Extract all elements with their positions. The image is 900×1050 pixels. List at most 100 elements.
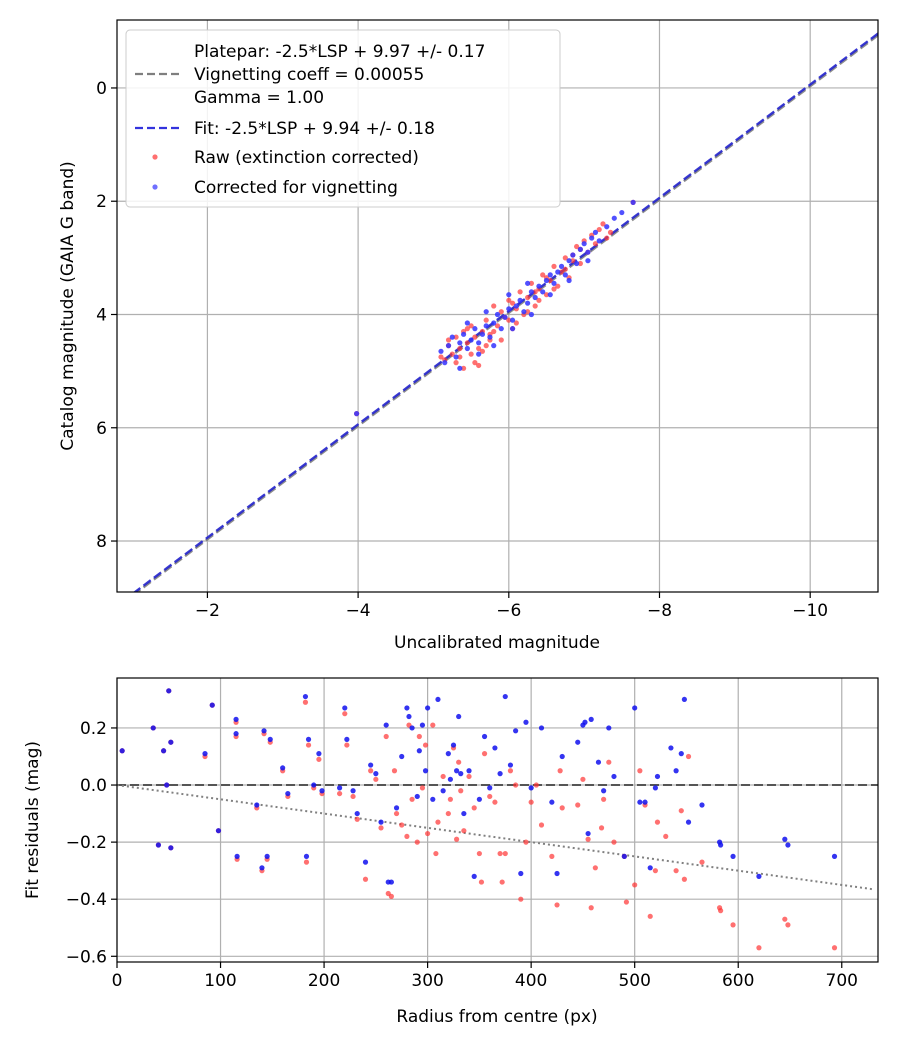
calibration-corrected-point [502,314,508,320]
residuals-corrected-point [233,731,239,737]
residuals-raw-point [316,756,322,762]
calibration-corrected-point [528,289,535,295]
residuals-corrected-point [234,853,240,859]
calibration-corrected-point [457,365,463,371]
calibration-raw-point [506,297,512,303]
residuals-raw-point [481,751,488,757]
residuals-y-tick-label: −0.6 [66,947,107,967]
residuals-raw-point [416,733,422,740]
residuals-corrected-point [419,722,426,728]
residuals-corrected-point [668,745,674,751]
residuals-raw-point [502,850,508,857]
residuals-corrected-point [305,736,312,742]
calibration-corrected-point [491,320,497,326]
calibration-corrected-point [562,272,568,278]
calibration-raw-point [525,294,531,301]
calibration-corrected-point [547,292,553,298]
calibration-raw-point [438,354,444,360]
residuals-vignetting-reference-line [117,784,873,891]
calibration-corrected-point [513,303,519,309]
calibration-raw-point [445,337,452,343]
calibration-raw-point [577,260,583,267]
calibration-corrected-point [464,345,470,352]
residuals-corrected-point [388,879,394,885]
calibration-raw-point [468,323,474,329]
residuals-raw-point [528,799,534,805]
residuals-raw-point [302,699,309,705]
residuals-corrected-point [316,751,322,757]
residuals-corrected-point [166,688,172,694]
calibration-raw-point [555,283,561,289]
calibration-raw-point [498,309,504,315]
residuals-raw-point [447,796,453,802]
residuals-raw-point [461,828,467,834]
residuals-corrected-point [342,705,348,711]
residuals-raw-point [399,822,405,828]
calibration-raw-point [570,258,576,264]
calibration-corrected-point [525,300,531,306]
legend-corrected-marker [152,184,158,190]
residuals-raw-point [507,768,514,774]
residuals-corrected-point [155,842,162,848]
calibration-raw-point [472,360,478,366]
residuals-raw-point [831,945,838,951]
residuals-raw-point [337,790,343,797]
calibration-raw-point [513,320,519,326]
residuals-corrected-point [456,713,462,720]
residuals-x-tick-label: 200 [308,971,340,991]
legend-platepar-label-line-1: Platepar: -2.5*LSP + 9.97 +/- 0.17 [194,42,485,62]
calibration-raw-point [464,340,470,346]
residuals-corrected-point [621,853,627,859]
residuals-corrected-point [492,745,498,751]
residuals-corrected-point [637,799,643,805]
calibration-corrected-point [487,334,493,340]
calibration-y-tick-label: 4 [96,305,107,325]
calibration-raw-point [506,317,512,323]
calibration-corrected-point [494,311,501,318]
residuals-corrected-point [523,719,529,725]
residuals-corrected-point [280,765,286,771]
calibration-raw-point [453,360,459,366]
residuals-x-tick-label: 600 [722,971,754,991]
calibration-corrected-point [517,297,523,303]
calibration-raw-point [592,241,599,247]
calibration-corrected-point [506,306,512,312]
calibration-corrected-point [476,340,482,346]
calibration-raw-point [483,317,489,323]
residuals-raw-point [342,711,348,717]
calibration-raw-point [574,243,580,250]
residuals-corrected-point [831,853,838,859]
residuals-raw-point [647,913,653,919]
legend-corrected-label: Corrected for vignetting [194,178,398,198]
residuals-corrected-point [507,762,514,768]
residuals-corrected-point [518,870,524,877]
residuals-corrected-point [601,788,607,794]
calibration-x-tick-label: −6 [496,601,521,621]
residuals-raw-point [756,945,762,951]
residuals-raw-point [699,859,705,865]
residuals-raw-point [368,768,374,774]
calibration-corrected-point [442,360,448,366]
residuals-raw-point [303,859,310,865]
calibration-raw-point [562,255,568,261]
calibration-raw-point [540,272,546,278]
residuals-raw-point [663,833,669,840]
residuals-x-tick-label: 100 [204,971,236,991]
calibration-x-axis-label: Uncalibrated magnitude [394,633,600,653]
legend-platepar-label-line-3: Gamma = 1.00 [194,88,324,108]
residuals-corrected-point [373,771,379,777]
calibration-corrected-point [619,209,625,216]
residuals-corrected-point [678,751,684,757]
residuals-corrected-point [685,819,692,825]
residuals-corrected-point [404,705,410,711]
calibration-corrected-point [585,258,591,264]
calibration-raw-point [457,345,463,352]
calibration-corrected-point [592,229,599,235]
residuals-corrected-point [354,810,360,817]
calibration-raw-point [551,263,557,269]
calibration-corrected-point [483,323,489,329]
residuals-corrected-point [595,759,602,765]
residuals-raw-point [538,822,545,828]
residuals-raw-point [557,768,563,774]
residuals-corrected-point [425,705,431,711]
